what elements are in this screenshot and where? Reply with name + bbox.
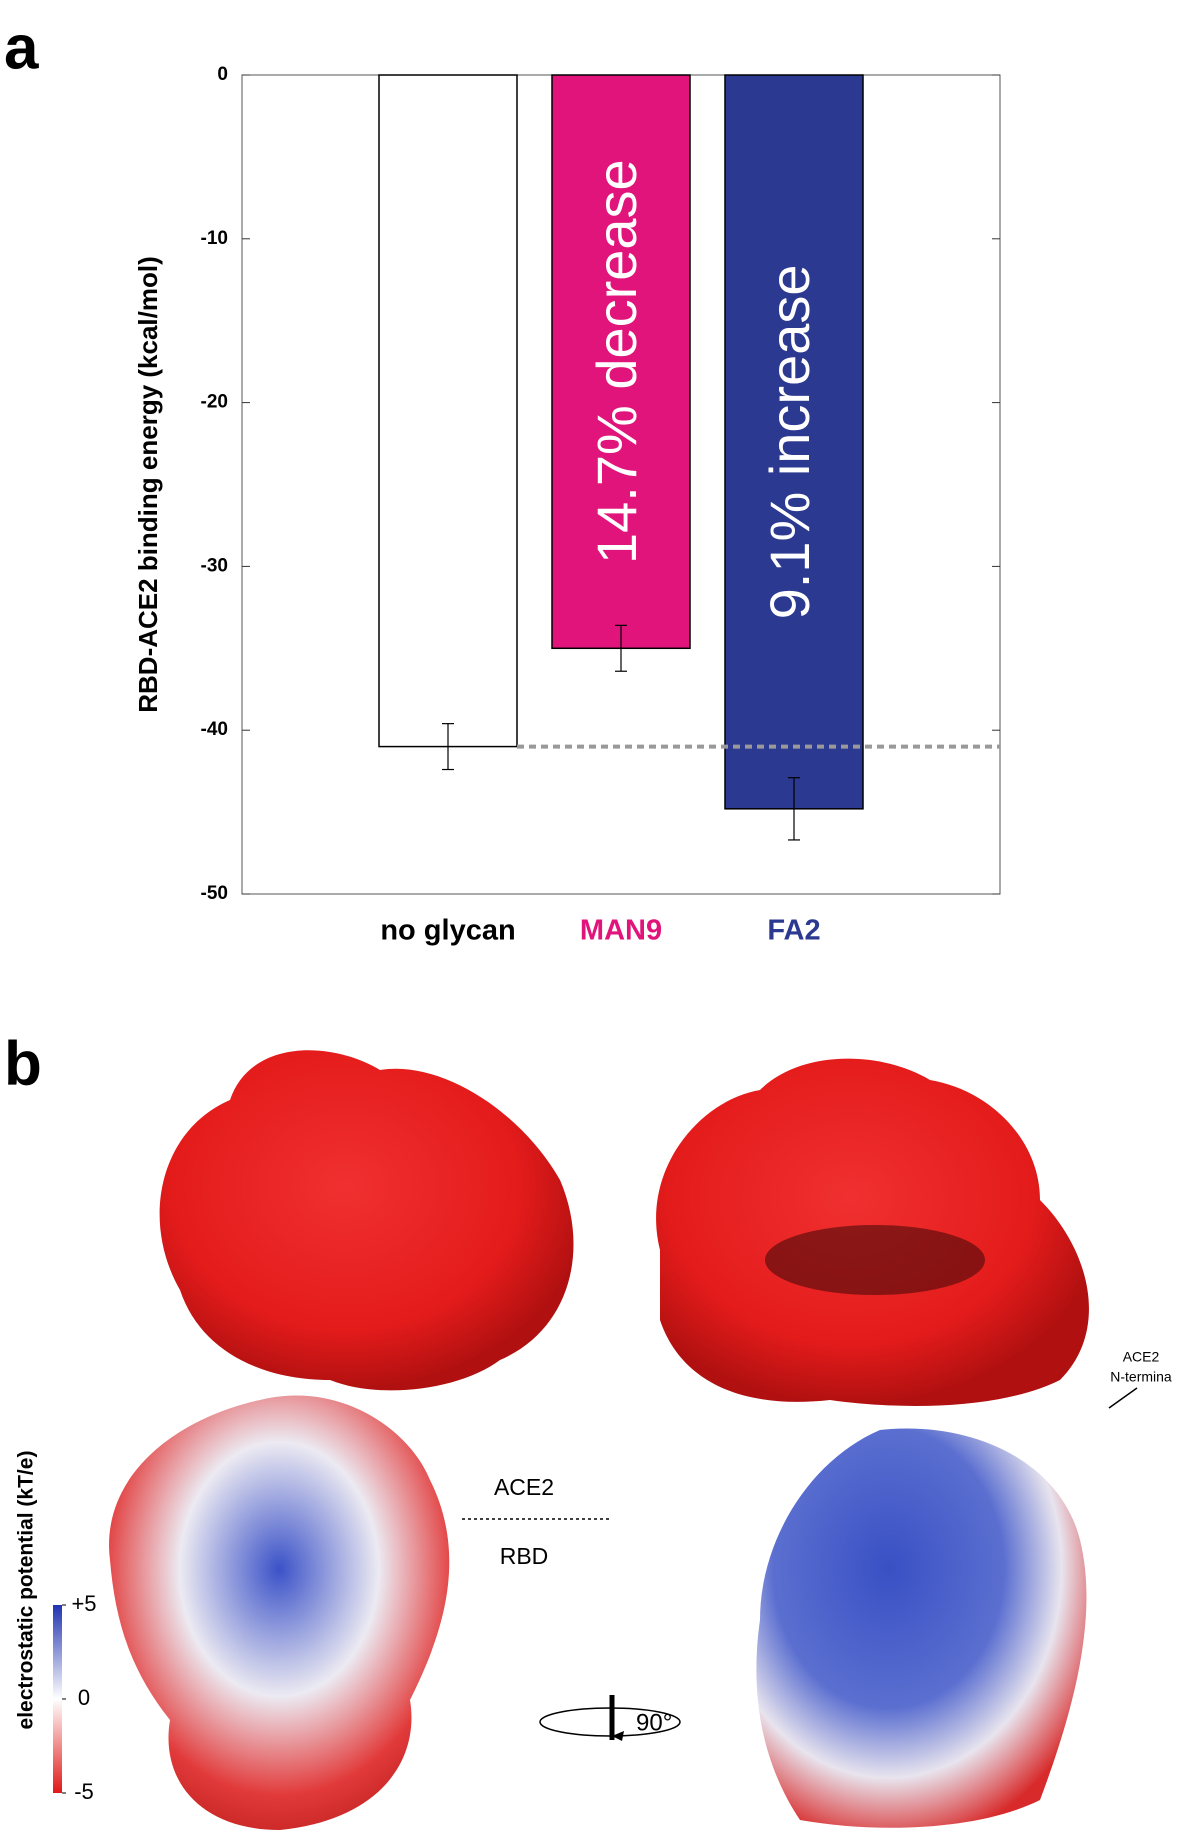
ace2-label: ACE2 [494, 1474, 554, 1500]
y-axis-label: RBD-ACE2 binding energy (kcal/mol) [133, 256, 163, 713]
bar-chart: 0 -10 -20 -30 -40 -50 RBD-ACE2 binding energy … [133, 64, 1001, 947]
y-tick-label: -50 [201, 883, 228, 904]
colorbar: +5 0 -5 [53, 1591, 97, 1804]
rbd-surface [756, 1428, 1087, 1828]
colorbar-tick-label: +5 [71, 1591, 96, 1616]
colorbar-tick-label: -5 [74, 1779, 94, 1804]
colorbar-tick-label: 0 [78, 1685, 90, 1710]
rotation-icon [539, 1695, 681, 1741]
colorbar-gradient [53, 1605, 62, 1793]
x-tick-label: FA2 [767, 915, 820, 947]
structure-right [656, 1058, 1089, 1828]
bar [724, 74, 864, 810]
y-tick-label: 0 [217, 64, 228, 85]
rbd-surface [109, 1395, 450, 1830]
panel-letter: a [4, 13, 39, 82]
bar-annotation: 9.1% increase [758, 264, 821, 619]
rbd-label: RBD [500, 1543, 549, 1569]
structure-left [109, 1050, 574, 1830]
panel-letter: b [4, 1029, 42, 1098]
y-tick-label: -10 [201, 228, 228, 249]
rotation-label: 90° [636, 1709, 672, 1736]
leader-line [1108, 1387, 1138, 1409]
x-tick-label: no glycan [380, 915, 515, 947]
bar [378, 74, 518, 748]
ace2-surface [159, 1050, 574, 1391]
cavity [765, 1225, 985, 1295]
n-terminal-label: N-termina [1110, 1369, 1172, 1385]
y-tick-label: -40 [201, 719, 228, 740]
bar [551, 74, 691, 650]
bar-annotation: 14.7% decrease [585, 159, 648, 564]
y-tick-label: -30 [201, 555, 228, 576]
n-terminal-label: ACE2 [1123, 1349, 1160, 1365]
x-tick-label: MAN9 [580, 915, 662, 947]
colorbar-label: electrostatic potential (kT/e) [15, 1451, 38, 1730]
y-tick-label: -20 [201, 392, 228, 413]
